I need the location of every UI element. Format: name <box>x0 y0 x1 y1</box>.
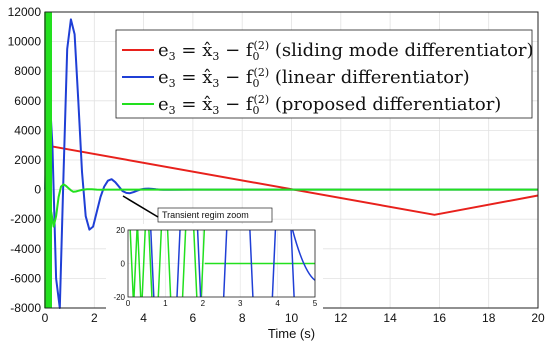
legend-label-part: (proposed differentiator) <box>269 94 501 115</box>
legend-label-part: x̂ <box>202 40 212 61</box>
legend-items: e3 = x̂3 − f0(2) (sliding mode different… <box>122 39 534 117</box>
y-tick-label: 4000 <box>14 123 41 137</box>
legend-label-part: (linear differentiator) <box>269 67 470 88</box>
inset-x-tick-label: 3 <box>238 299 243 308</box>
x-tick-label: 0 <box>42 311 49 325</box>
x-tick-label: 16 <box>433 311 447 325</box>
x-tick-label: 4 <box>140 311 147 325</box>
legend-label-part: x̂ <box>202 67 212 88</box>
legend-label-part: f <box>246 67 254 88</box>
legend-label-part: 3 <box>169 50 176 63</box>
legend-label-part: 0 <box>253 50 260 63</box>
legend-label-part: e <box>158 94 169 115</box>
legend-label-part: 3 <box>212 77 219 90</box>
inset-series-line <box>129 229 315 298</box>
legend-label-part: = <box>176 94 203 115</box>
legend-label-part: 3 <box>169 104 176 117</box>
y-tick-label: -4000 <box>10 242 41 256</box>
legend-label-part: 0 <box>253 77 260 90</box>
annotation-text: Transient regim zoom <box>162 210 249 220</box>
inset-series <box>129 229 316 298</box>
legend-label-part: (2) <box>254 66 270 79</box>
inset-x-tick-label: 4 <box>275 299 280 308</box>
y-tick-label: 12000 <box>8 5 42 19</box>
y-tick-label: 10000 <box>8 35 42 49</box>
x-tick-label: 6 <box>190 311 197 325</box>
inset-y-tick-label: 20 <box>116 226 125 235</box>
legend-label-part: f <box>246 94 254 115</box>
inset-frame <box>127 229 316 298</box>
inset-y-tick-label: -20 <box>113 293 125 302</box>
inset-x-tick-label: 2 <box>201 299 206 308</box>
legend-label: e3 = x̂3 − f0(2) (proposed differentiato… <box>158 93 501 117</box>
series-oscillation-band <box>44 11 52 309</box>
x-tick-label: 8 <box>239 311 246 325</box>
annotation: Transient regim zoom <box>122 195 273 223</box>
y-tick-label: 0 <box>34 183 41 197</box>
x-tick-label: 12 <box>334 311 348 325</box>
y-tick-label: -6000 <box>10 271 41 285</box>
legend: e3 = x̂3 − f0(2) (sliding mode different… <box>115 29 534 119</box>
y-tick-label: -2000 <box>10 212 41 226</box>
legend-label-part: = <box>176 40 203 61</box>
inset-x-tick-label: 1 <box>163 299 168 308</box>
main-series <box>44 11 539 309</box>
legend-label-part: x̂ <box>202 94 212 115</box>
legend-label-part: e <box>158 40 169 61</box>
inset-x-tick-label: 5 <box>313 299 318 308</box>
series-line <box>50 183 538 228</box>
legend-label-part: − <box>219 94 246 115</box>
legend-label-part: 0 <box>253 104 260 117</box>
legend-label-part: − <box>219 40 246 61</box>
inset-y-tick-label: 0 <box>121 260 126 269</box>
legend-label-part: = <box>176 67 203 88</box>
legend-label: e3 = x̂3 − f0(2) (linear differentiator) <box>158 66 470 90</box>
legend-label: e3 = x̂3 − f0(2) (sliding mode different… <box>158 39 534 63</box>
y-tick-label: 2000 <box>14 153 41 167</box>
x-tick-label: 18 <box>482 311 496 325</box>
inset-x-tick-label: 0 <box>126 299 131 308</box>
y-tick-label: 6000 <box>14 94 41 108</box>
legend-label-part: (2) <box>254 39 270 52</box>
x-tick-label: 10 <box>285 311 299 325</box>
main-ticks: 0 2 4 6 8 10 12 14 16 18 20-8000-6000-4000-2000020… <box>8 5 545 325</box>
annotation-arrow <box>122 195 159 218</box>
x-tick-label: 14 <box>383 311 397 325</box>
y-tick-label: -8000 <box>10 301 41 315</box>
x-tick-label: 20 <box>531 311 545 325</box>
series-line <box>44 144 539 216</box>
legend-label-part: 3 <box>212 50 219 63</box>
y-tick-label: 8000 <box>14 64 41 78</box>
x-tick-label: 2 <box>91 311 98 325</box>
inset-series-line <box>150 229 316 298</box>
legend-label-part: 3 <box>169 77 176 90</box>
legend-label-part: 3 <box>212 104 219 117</box>
x-axis-label: Time (s) <box>268 326 315 341</box>
legend-label-part: − <box>219 67 246 88</box>
legend-box <box>115 29 533 119</box>
legend-label-part: e <box>158 67 169 88</box>
legend-label-part: f <box>246 40 254 61</box>
legend-label-part: (2) <box>254 93 270 106</box>
annotation-box <box>157 207 273 223</box>
legend-label-part: (sliding mode differentiator) <box>269 40 533 61</box>
